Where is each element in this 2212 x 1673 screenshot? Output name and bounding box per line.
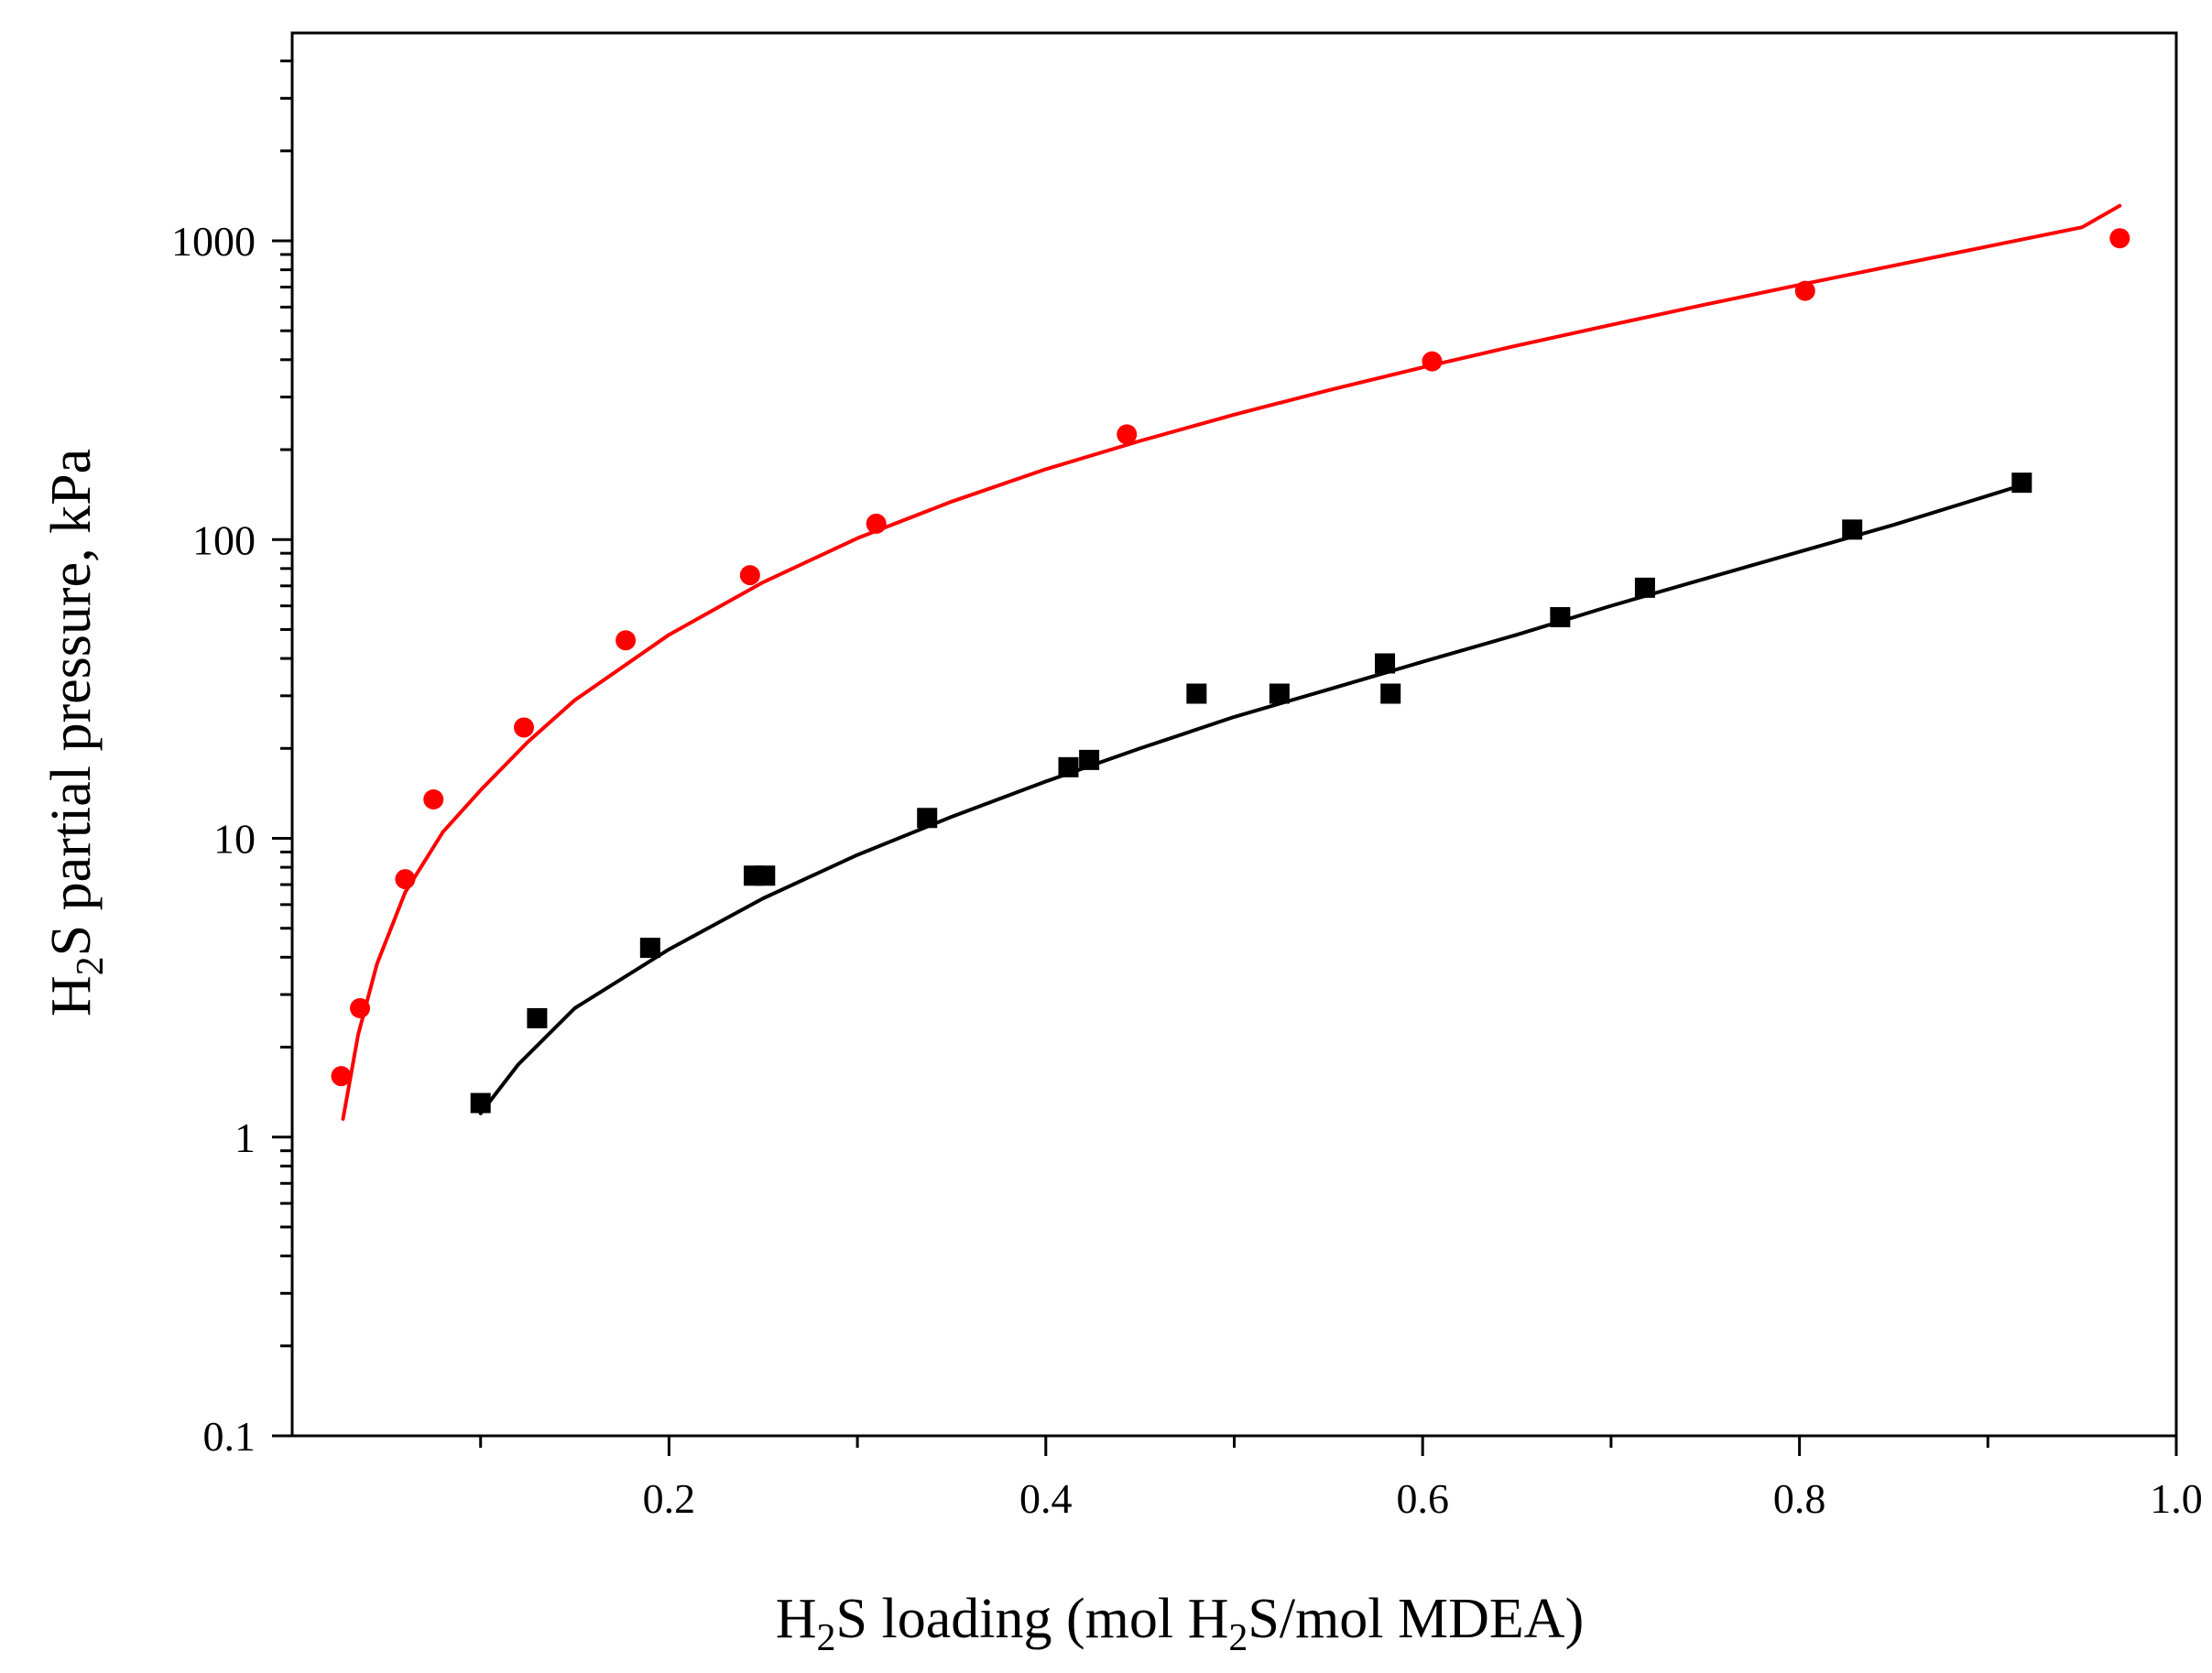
data-points <box>331 228 2130 1114</box>
data-point-black <box>1380 683 1401 704</box>
x-tick-label: 0.4 <box>1019 1475 1073 1522</box>
data-point-black <box>1269 683 1290 704</box>
data-point-red <box>2109 228 2130 249</box>
y-tick-label: 0.1 <box>203 1413 256 1460</box>
data-point-black <box>470 1092 491 1114</box>
x-tick-label: 1.0 <box>2150 1475 2203 1522</box>
data-point-red <box>739 565 760 586</box>
data-point-black <box>1375 653 1396 674</box>
x-axis-title-suffix: S/mol MDEA) <box>1248 1588 1584 1650</box>
data-point-black <box>917 808 938 829</box>
x-axis-title-subscript: 2 <box>817 1617 836 1659</box>
x-axis-title-subscript-2: 2 <box>1228 1617 1248 1659</box>
data-point-black <box>527 1007 548 1028</box>
x-axis-title-middle: S loading (mol H <box>836 1588 1229 1650</box>
fit-curve-black <box>478 483 2024 1115</box>
y-tick-label: 1 <box>234 1114 256 1161</box>
data-point-black <box>1079 749 1100 770</box>
data-point-red <box>1422 351 1443 372</box>
data-point-red <box>616 630 637 651</box>
y-axis-title-subscript: 2 <box>70 956 112 975</box>
data-point-red <box>331 1066 352 1087</box>
y-tick-label: 1000 <box>171 218 256 265</box>
data-point-black <box>1058 756 1079 777</box>
data-point-black <box>1186 683 1207 704</box>
data-point-black <box>755 865 776 886</box>
data-point-red <box>395 869 416 890</box>
x-tick-label: 0.6 <box>1396 1475 1449 1522</box>
y-axis-title: H2S partial pressure, kPa <box>40 449 112 1016</box>
y-axis-title-suffix: S partial pressure, kPa <box>40 449 103 956</box>
y-tick-label: 100 <box>192 516 256 563</box>
data-point-black <box>1550 606 1571 627</box>
data-point-red <box>1794 280 1815 301</box>
x-tick-label: 0.2 <box>643 1475 696 1522</box>
x-tick-label: 0.8 <box>1773 1475 1826 1522</box>
y-axis-title-prefix: H <box>40 975 103 1016</box>
data-point-red <box>350 998 371 1019</box>
x-axis-title: H2S loading (mol H2S/mol MDEA) <box>776 1588 1584 1659</box>
y-tick-label: 10 <box>213 816 256 863</box>
data-point-red <box>514 717 535 738</box>
axes: 0.2 0.4 0.6 0.8 1.0 0.1 1 10 100 1000 <box>171 31 2203 1522</box>
x-axis-title-prefix: H <box>776 1588 817 1650</box>
data-point-red <box>423 788 444 809</box>
data-point-black <box>1634 577 1655 598</box>
data-point-black <box>2011 473 2032 494</box>
data-point-black <box>639 938 660 959</box>
data-point-black <box>1842 519 1863 540</box>
data-point-red <box>866 513 887 534</box>
data-point-red <box>1117 424 1138 445</box>
